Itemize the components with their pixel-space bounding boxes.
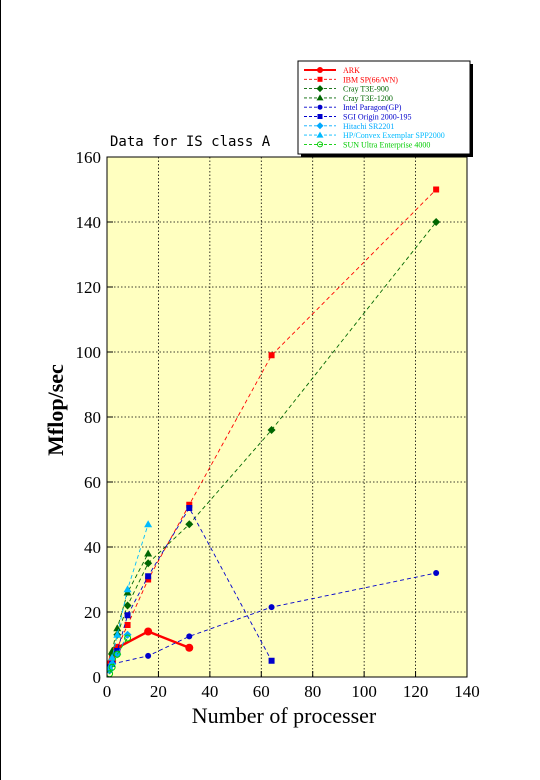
y-tick-label: 40 [84, 538, 101, 557]
data-point [186, 633, 193, 640]
data-point [124, 612, 131, 619]
data-point [124, 634, 132, 642]
legend-entry-label: IBM SP(66/WN) [343, 75, 398, 84]
left-border-line [0, 0, 1, 780]
data-point [113, 624, 122, 632]
data-point [145, 573, 152, 580]
legend-entry-label: Hitachi SR2201 [343, 122, 394, 131]
data-point [144, 520, 153, 528]
data-point [145, 576, 152, 583]
y-axis-title: Mflop/sec [43, 364, 68, 456]
data-point [267, 426, 276, 434]
data-point [186, 501, 193, 508]
data-point [114, 644, 121, 651]
x-tick-label: 20 [150, 682, 167, 701]
data-point [144, 559, 153, 568]
x-tick-label: 100 [351, 682, 377, 701]
legend-entry-label: Cray T3E-1200 [343, 94, 393, 103]
data-point [113, 650, 121, 658]
data-point [268, 352, 275, 359]
y-tick-label: 20 [84, 603, 101, 622]
legend-entry-label: HP/Convex Exemplar SPP2000 [343, 131, 445, 140]
data-point [108, 663, 116, 671]
data-point [186, 505, 193, 511]
grid-lines [107, 157, 467, 677]
x-tick-label: 80 [304, 682, 321, 701]
legend-marker [317, 141, 323, 148]
y-tick-label: 80 [84, 408, 101, 427]
legend-marker [316, 131, 324, 138]
series-7 [107, 520, 153, 671]
data-point [123, 601, 132, 610]
x-tick-label: 120 [403, 682, 429, 701]
y-tick-label: 120 [76, 278, 102, 297]
x-tick-label: 60 [253, 682, 270, 701]
legend-entry-label: Cray T3E-900 [343, 85, 389, 94]
legend-marker [317, 76, 323, 82]
chart-title: Data for IS class A [110, 134, 271, 150]
data-point [108, 653, 117, 661]
y-tick-label: 160 [76, 148, 102, 167]
data-point [145, 652, 152, 659]
x-tick-label: 140 [454, 682, 480, 701]
y-tick-label: 60 [84, 473, 101, 492]
y-tick-label: 0 [93, 668, 102, 687]
legend-entry-label: ARK [343, 66, 360, 75]
data-point [268, 657, 275, 664]
axis-ticks: 0 20 40 60 80 100 120 140 0 20 40 60 80 100 120 140 160 [76, 148, 480, 701]
x-axis-title: Number of processer [192, 703, 377, 728]
series-line [109, 572, 437, 671]
data-point [433, 570, 440, 576]
data-point [185, 643, 194, 652]
data-point [144, 549, 153, 557]
data-point [433, 186, 440, 193]
legend-shadow-bottom [301, 154, 473, 157]
data-point [113, 630, 122, 638]
data-point [124, 622, 131, 628]
legend-shadow-right [470, 64, 473, 157]
legend-marker [317, 114, 323, 119]
legend-marker [316, 94, 324, 101]
data-point [123, 585, 132, 593]
data-point [144, 627, 153, 636]
legend-entry-label: Intel Paragon(GP) [343, 103, 402, 112]
legend-marker [317, 104, 323, 110]
legend-marker [316, 85, 324, 93]
data-point [108, 647, 117, 654]
series-layer [107, 186, 441, 677]
legend-marker [317, 67, 323, 73]
legend-entry-label: SGI Origin 2000-195 [343, 113, 411, 122]
x-tick-label: 40 [201, 682, 218, 701]
data-point [107, 663, 114, 671]
y-tick-label: 100 [76, 343, 102, 362]
data-point [185, 520, 194, 529]
data-point [268, 604, 275, 611]
legend-marker [316, 122, 324, 130]
y-tick-label: 140 [76, 213, 102, 232]
legend-entry-label: SUN Ultra Enterprise 4000 [343, 140, 430, 149]
data-point [432, 218, 441, 226]
x-tick-label: 0 [103, 682, 112, 701]
